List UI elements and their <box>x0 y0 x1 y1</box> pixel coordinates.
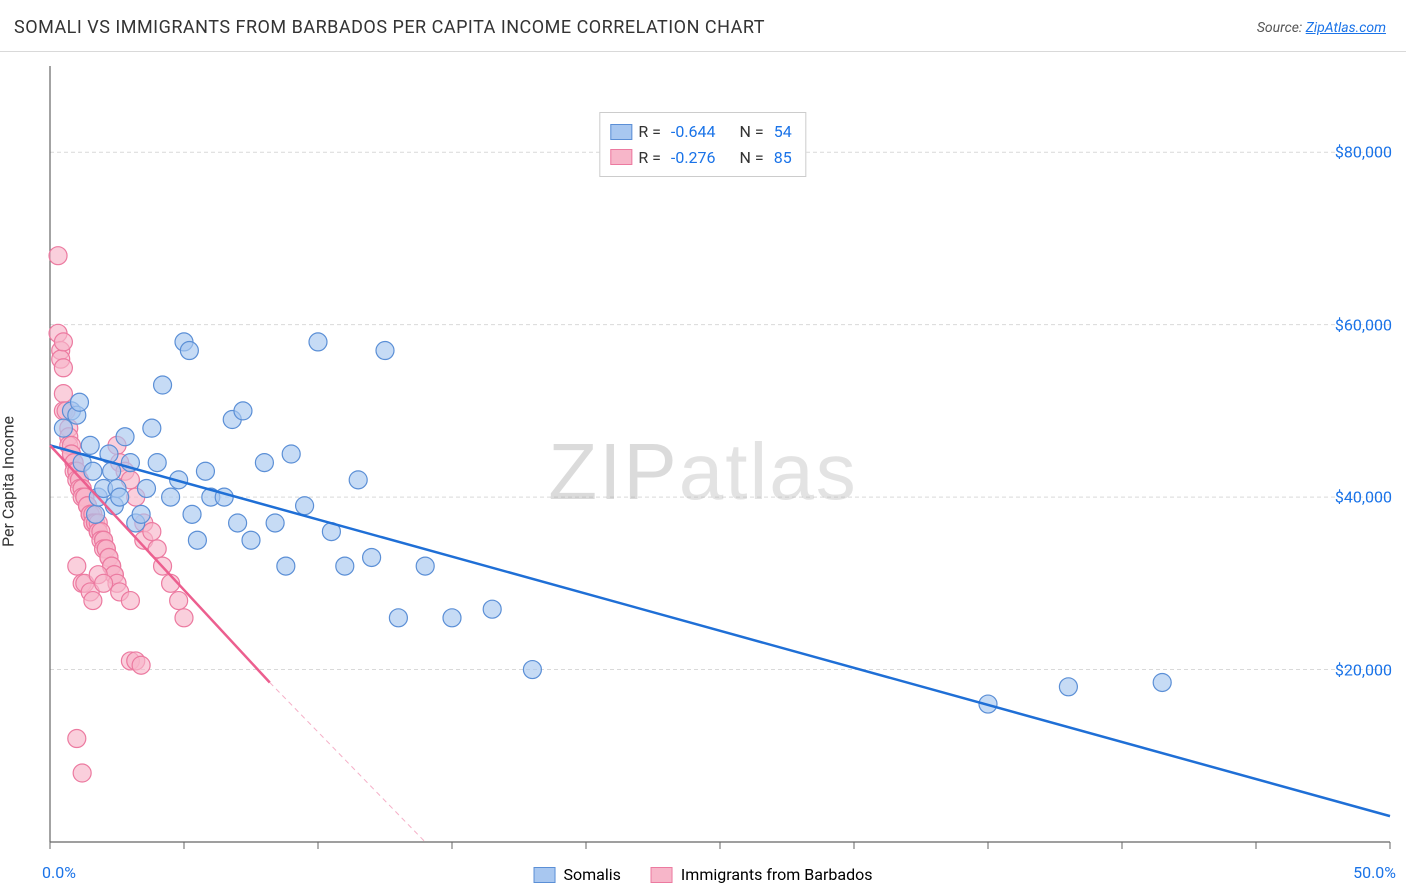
correlation-legend: R = -0.644 N = 54 R = -0.276 N = 85 <box>599 112 806 177</box>
r-label-2: R = <box>638 145 661 171</box>
y-tick-label: $40,000 <box>1335 488 1392 507</box>
source-prefix: Source: <box>1257 20 1306 36</box>
legend-swatch-barbados <box>610 149 632 165</box>
source-link[interactable]: ZipAtlas.com <box>1306 20 1386 36</box>
chart-container: SOMALI VS IMMIGRANTS FROM BARBADOS PER C… <box>0 0 1406 892</box>
x-axis-end-label: 50.0% <box>1353 863 1396 882</box>
series-swatch-barbados <box>651 867 673 883</box>
correlation-legend-row-1: R = -0.644 N = 54 <box>610 119 795 145</box>
y-tick-label: $60,000 <box>1335 315 1392 334</box>
legend-swatch-somalis <box>610 124 632 140</box>
series-legend-item-barbados: Immigrants from Barbados <box>651 865 873 884</box>
series-label-somalis: Somalis <box>564 865 621 884</box>
n-label-2: N = <box>740 145 764 171</box>
n-label: N = <box>740 119 764 145</box>
chart-plot-area: ZIPatlas Per Capita Income $20,000$40,00… <box>0 52 1406 892</box>
n-value-1: 54 <box>770 119 796 145</box>
r-label: R = <box>638 119 661 145</box>
series-label-barbados: Immigrants from Barbados <box>681 865 873 884</box>
chart-source: Source: ZipAtlas.com <box>1257 20 1386 36</box>
r-value-2: -0.276 <box>667 145 720 171</box>
chart-title: SOMALI VS IMMIGRANTS FROM BARBADOS PER C… <box>14 17 765 38</box>
correlation-legend-row-2: R = -0.276 N = 85 <box>610 145 795 171</box>
y-tick-label: $80,000 <box>1335 143 1392 162</box>
n-value-2: 85 <box>770 145 796 171</box>
chart-header: SOMALI VS IMMIGRANTS FROM BARBADOS PER C… <box>0 0 1406 52</box>
series-legend-item-somalis: Somalis <box>534 865 621 884</box>
y-tick-label: $20,000 <box>1335 660 1392 679</box>
y-axis-label: Per Capita Income <box>0 416 18 547</box>
series-swatch-somalis <box>534 867 556 883</box>
r-value-1: -0.644 <box>667 119 720 145</box>
chart-svg <box>0 52 1406 892</box>
series-legend: Somalis Immigrants from Barbados <box>534 865 873 884</box>
x-axis-start-label: 0.0% <box>42 863 76 882</box>
